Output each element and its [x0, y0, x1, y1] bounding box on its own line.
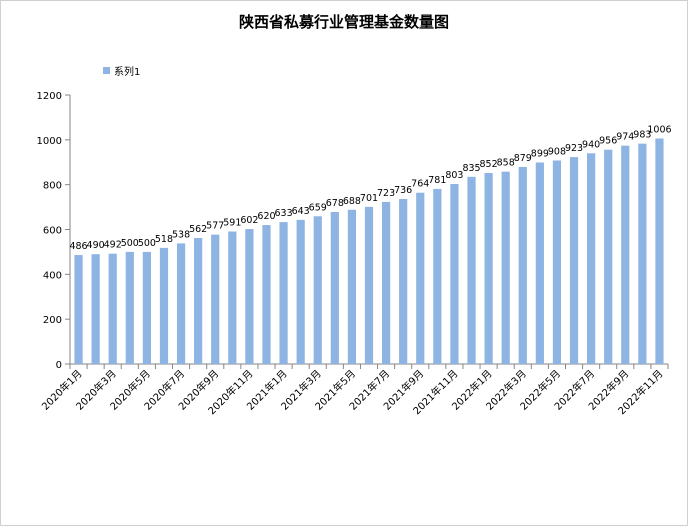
- bar: [74, 255, 83, 364]
- y-tick-label: 200: [43, 315, 62, 326]
- data-label: 577: [206, 221, 224, 232]
- data-label: 803: [445, 170, 463, 181]
- bar: [142, 251, 151, 364]
- bar: [416, 192, 425, 364]
- data-label: 659: [309, 202, 327, 213]
- bar: [484, 173, 493, 364]
- data-label: 492: [104, 240, 122, 251]
- bar: [228, 231, 237, 364]
- bar: [91, 254, 100, 364]
- bars: [74, 138, 664, 364]
- data-label: 858: [497, 158, 515, 169]
- bar: [655, 138, 664, 364]
- data-label: 736: [394, 185, 412, 196]
- data-label: 879: [514, 153, 532, 164]
- data-label: 940: [582, 139, 600, 150]
- bar: [467, 176, 476, 364]
- data-label: 983: [633, 130, 651, 141]
- data-label: 500: [138, 238, 156, 249]
- bar: [433, 188, 442, 364]
- data-label: 688: [343, 196, 361, 207]
- y-tick-label: 600: [43, 226, 62, 237]
- data-label: 956: [599, 136, 617, 147]
- data-label: 852: [480, 159, 498, 170]
- bar: [450, 183, 459, 364]
- bar: [262, 225, 271, 364]
- bar: [501, 171, 510, 364]
- y-tick-label: 800: [43, 181, 62, 192]
- y-tick-label: 400: [43, 270, 62, 281]
- y-tick-label: 0: [56, 360, 62, 371]
- data-label: 643: [292, 206, 310, 217]
- data-label: 974: [616, 132, 634, 143]
- data-label: 562: [189, 224, 207, 235]
- bar: [296, 219, 305, 364]
- legend-swatch: [103, 67, 110, 74]
- bar: [552, 160, 562, 364]
- bar: [108, 253, 117, 364]
- data-labels: 4864904925005005185385625775916026206336…: [69, 124, 671, 252]
- data-label: 835: [462, 163, 480, 174]
- bar: [211, 234, 220, 364]
- bar: [364, 206, 374, 364]
- data-label: 633: [275, 208, 293, 219]
- data-label: 899: [531, 148, 549, 159]
- data-label: 723: [377, 188, 395, 199]
- data-label: 781: [428, 175, 446, 186]
- bar: [518, 166, 527, 364]
- chart-title: 陕西省私募行业管理基金数量图: [239, 13, 449, 31]
- bar: [159, 247, 169, 364]
- data-label: 678: [326, 198, 344, 209]
- y-axis: 0 200 400 600 800 1000 1200: [37, 91, 71, 371]
- data-label: 764: [411, 179, 429, 190]
- data-label: 701: [360, 193, 378, 204]
- bar: [176, 243, 186, 364]
- bar: [347, 209, 357, 364]
- bar: [621, 145, 630, 364]
- data-label: 518: [155, 234, 173, 245]
- bar: [381, 201, 391, 364]
- data-label: 620: [257, 211, 275, 222]
- bar: [330, 212, 339, 364]
- bar: [125, 251, 134, 364]
- bar: [569, 157, 579, 364]
- bar: [279, 222, 288, 364]
- y-tick-label: 1200: [37, 91, 62, 102]
- data-label: 538: [172, 229, 190, 240]
- bar: [604, 149, 613, 364]
- bar: [399, 199, 408, 364]
- bar: [313, 216, 322, 364]
- data-label: 500: [121, 238, 139, 249]
- legend: 系列1: [103, 65, 140, 78]
- data-label: 490: [87, 240, 105, 251]
- bar: [638, 143, 647, 364]
- legend-label-series-1: 系列1: [114, 65, 140, 78]
- y-tick-label: 1000: [37, 136, 62, 147]
- data-label: 908: [548, 146, 566, 157]
- bar: [535, 162, 544, 364]
- data-label: 591: [223, 218, 241, 229]
- data-label: 602: [240, 215, 258, 226]
- bar: [587, 153, 596, 364]
- data-label: 1006: [647, 124, 671, 135]
- data-label: 923: [565, 143, 583, 154]
- bar: [194, 238, 203, 364]
- bar: [245, 229, 254, 364]
- data-label: 486: [69, 241, 87, 252]
